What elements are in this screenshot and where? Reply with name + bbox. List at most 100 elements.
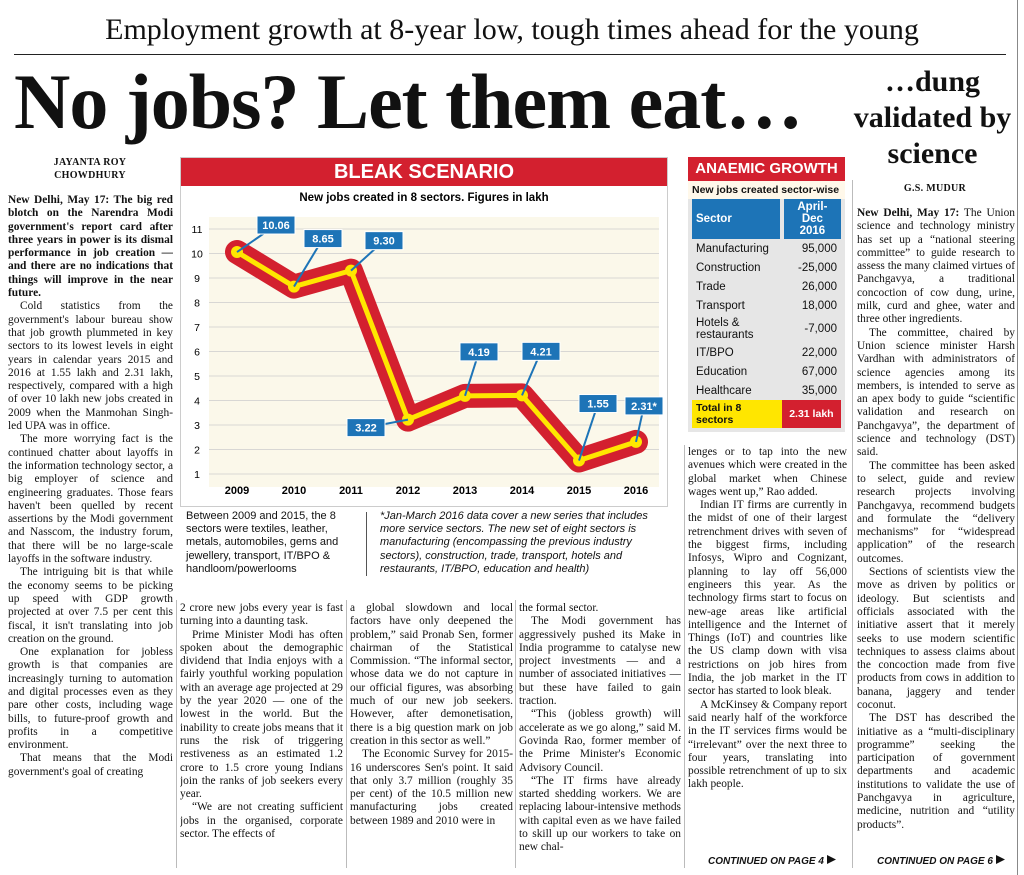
cell: Education: [696, 365, 748, 378]
rule: [366, 512, 367, 576]
story-column: New Delhi, May 17: The big red blotch on…: [8, 194, 173, 866]
y-tick-label: 8: [194, 298, 200, 310]
cell: IT/BPO: [696, 346, 734, 359]
table-row: Manufacturing 95,000: [692, 239, 841, 258]
rule: [176, 600, 177, 868]
data-label: 1.55: [587, 399, 608, 411]
rule: [852, 180, 853, 868]
y-tick-label: 10: [191, 249, 203, 261]
label-box: [364, 231, 404, 251]
paragraph: The DST has described the initiative as …: [857, 712, 1015, 831]
story-column: the formal sector. The Modi government ha…: [519, 602, 681, 867]
table-header: Sector April-Dec 2016: [692, 199, 841, 239]
byline: JAYANTA ROY CHOWDHURY: [53, 157, 127, 181]
table: Sector April-Dec 2016 Manufacturing 95,000 C…: [692, 199, 841, 428]
marker: [402, 413, 414, 426]
line: [235, 249, 637, 464]
paragraph: the formal sector.: [519, 602, 599, 614]
x-tick-label: 2011: [339, 485, 363, 497]
label-box: [303, 229, 343, 249]
label-box: [346, 418, 386, 438]
chart-title: BLEAK SCENARIO: [181, 158, 667, 186]
label-box: [578, 394, 618, 414]
cell: -25,000: [797, 261, 837, 274]
table-row: IT/BPO 22,000: [692, 343, 841, 362]
paragraph: A McKinsey & Company report said nearly …: [688, 698, 847, 791]
paragraph: “The IT firms have already started shedd…: [519, 774, 681, 854]
chart-note: Between 2009 and 2015, the 8 sectors wer…: [186, 510, 339, 575]
paragraph: That means that the Modi government's go…: [8, 752, 173, 778]
paragraph: The committee, chaired by Union science …: [857, 326, 1015, 459]
x-tick-label: 2013: [453, 485, 477, 497]
cell: 95,000: [801, 242, 837, 255]
table-subtitle: New jobs created sector-wise: [688, 181, 845, 199]
cell: Healthcare: [696, 384, 752, 397]
table-row: Trade 26,000: [692, 277, 841, 296]
paragraph: New Delhi, May 17: The Union science and…: [857, 207, 1015, 327]
table-total: Total in 8 sectors 2.31 lakh: [692, 400, 841, 428]
data-label: 10.06: [262, 220, 290, 232]
cell: Hotels & restaurants: [696, 317, 754, 341]
table-title: ANAEMIC GROWTH: [688, 157, 845, 181]
data-label: 8.65: [312, 234, 333, 246]
table-row: Transport 18,000: [692, 296, 841, 315]
chart: BLEAK SCENARIO New jobs created in 8 sec…: [180, 157, 668, 507]
cell: -7,000: [804, 323, 837, 335]
paragraph: The intriguing bit is that while the eco…: [8, 566, 173, 645]
label-box: [624, 396, 664, 416]
rule: [346, 600, 347, 868]
dateline: New Delhi, May 17:: [857, 207, 960, 219]
y-tick-label: 5: [194, 371, 200, 383]
label-box: [521, 341, 561, 361]
total-cell: 2.31 lakh: [781, 400, 841, 428]
x-tick-label: 2010: [282, 485, 306, 497]
cell: 26,000: [801, 280, 837, 293]
table-row: Construction -25,000: [692, 258, 841, 277]
header-cell: Sector: [692, 199, 782, 239]
paragraph: “This (jobless growth) will accelerate a…: [519, 708, 681, 774]
cell: Construction: [696, 261, 761, 274]
paragraph: lenges or to tap into the new avenues wh…: [688, 446, 847, 498]
kicker: Employment growth at 8-year low, tough t…: [105, 13, 919, 46]
y-tick-label: 2: [194, 445, 200, 457]
continued-text: CONTINUED ON PAGE 4: [708, 856, 824, 867]
arrow: [826, 855, 836, 864]
table-row: Hotels & restaurants -7,000: [692, 315, 841, 343]
table-row: Education 67,000: [692, 362, 841, 381]
plot-area: [209, 217, 659, 487]
cell: Manufacturing: [696, 242, 769, 255]
paragraph-text: The Union science and technology ministr…: [857, 207, 1015, 326]
paragraph: The Economic Survey for 2015-16 undersco…: [350, 748, 513, 827]
cell: Trade: [696, 280, 726, 293]
y-tick-label: 7: [194, 322, 200, 334]
cell: 67,000: [801, 365, 837, 378]
y-tick-label: 9: [194, 273, 200, 285]
headline: No jobs? Let them eat…: [14, 58, 803, 145]
paragraph: The committee has been asked to select, …: [857, 459, 1015, 565]
header-cell: April-Dec 2016: [779, 199, 841, 239]
x-tick-label: 2012: [396, 485, 420, 497]
rule: [684, 445, 685, 868]
rule: [515, 600, 516, 868]
total-cell: Total in 8 sectors: [692, 400, 782, 428]
rule: [1017, 0, 1018, 875]
data-label: 4.21: [530, 346, 551, 358]
paragraph-text: The big red blotch on the Narendra Modi …: [8, 194, 173, 300]
cell: Transport: [696, 299, 745, 312]
marker: [288, 280, 300, 293]
arrow: [995, 855, 1005, 864]
label-box: [256, 215, 296, 235]
data-label: 9.30: [373, 236, 394, 248]
paragraph: a global slowdown and local factors have…: [350, 602, 513, 747]
cell: 35,000: [801, 384, 837, 397]
paragraph: Indian IT firms are currently in the mid…: [688, 499, 847, 698]
story-column: a global slowdown and local factors have…: [350, 602, 513, 867]
data-label: 4.19: [468, 347, 489, 359]
paragraph: 2 crore new jobs every year is fast turn…: [180, 602, 343, 628]
cell: 22,000: [801, 346, 837, 359]
data-label: 2.31*: [631, 401, 657, 413]
x-tick-label: 2016: [624, 485, 648, 497]
paragraph: Cold statistics from the government's la…: [8, 300, 173, 433]
y-tick-label: 4: [194, 396, 200, 408]
